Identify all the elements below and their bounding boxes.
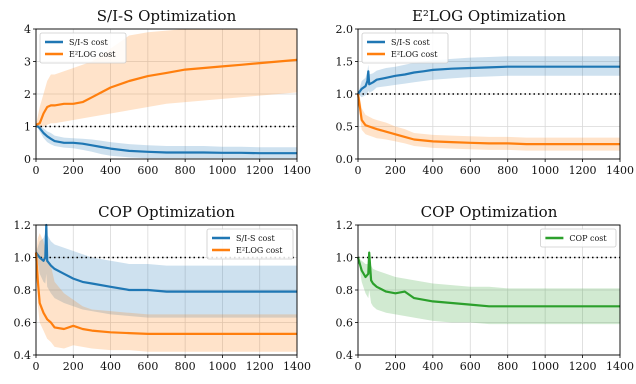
y-tick-label: 1.0 <box>14 252 32 265</box>
legend-label: E²LOG cost <box>391 50 438 59</box>
x-tick-label: 400 <box>100 164 121 177</box>
series-line-1 <box>357 65 620 95</box>
x-tick-label: 1200 <box>569 164 597 177</box>
chart-title: COP Optimization <box>421 203 558 221</box>
chart-panel-4: 0 200 400 600 800 1000 1200 1400 0.4 0.6 0.8 1.0 1.2… <box>336 203 635 373</box>
x-tick-label: 1400 <box>606 360 634 373</box>
y-tick-label: 0.6 <box>336 317 354 330</box>
y-tick-label: 0 <box>24 153 31 166</box>
chart-title: E²LOG Optimization <box>412 7 566 25</box>
legend: S/I-S cost E²LOG cost <box>361 32 449 64</box>
legend-box <box>361 32 449 64</box>
y-tick-label: 1.2 <box>336 219 354 232</box>
x-tick-label: 0 <box>33 164 40 177</box>
legend-label: COP cost <box>569 234 607 243</box>
y-tick-label: 0.8 <box>336 284 354 297</box>
x-tick-label: 1200 <box>246 360 274 373</box>
y-tick-label: 1.0 <box>336 252 354 265</box>
y-tick-label: 1.5 <box>336 56 354 69</box>
legend: COP cost <box>540 228 617 248</box>
x-tick-label: 1200 <box>569 360 597 373</box>
x-tick-label: 1000 <box>531 360 559 373</box>
x-tick-label: 0 <box>355 164 362 177</box>
x-tick-label: 200 <box>63 360 84 373</box>
legend: S/I-S cost E²LOG cost <box>39 32 127 64</box>
chart-title: S/I-S Optimization <box>97 7 237 25</box>
x-tick-label: 1000 <box>208 164 236 177</box>
legend-label: S/I-S cost <box>236 234 275 243</box>
y-tick-label: 3 <box>24 56 31 69</box>
series-band-1 <box>36 124 297 159</box>
x-tick-label: 1400 <box>606 164 634 177</box>
y-tick-label: 0.4 <box>336 349 354 362</box>
x-tick-label: 1000 <box>208 360 236 373</box>
x-tick-label: 800 <box>175 360 196 373</box>
x-tick-label: 600 <box>460 164 481 177</box>
y-tick-label: 0.6 <box>14 317 32 330</box>
x-tick-label: 1400 <box>283 360 311 373</box>
x-tick-label: 400 <box>422 360 443 373</box>
series-line-2 <box>34 252 297 335</box>
x-tick-label: 1000 <box>531 164 559 177</box>
y-tick-label: 2 <box>24 88 31 101</box>
series-line-1 <box>356 251 620 308</box>
legend-box <box>540 228 617 248</box>
y-tick-label: 2.0 <box>336 23 354 36</box>
series-line-2 <box>35 58 298 126</box>
series-band-2 <box>36 29 297 127</box>
y-tick-label: 0.0 <box>336 153 354 166</box>
series-line-1 <box>35 223 297 293</box>
y-tick-label: 0.8 <box>14 284 32 297</box>
series-band-1 <box>36 225 297 318</box>
x-tick-label: 800 <box>497 360 518 373</box>
legend-box <box>206 228 294 260</box>
x-tick-label: 200 <box>385 360 406 373</box>
series-line-2 <box>356 93 620 146</box>
legend-label: S/I-S cost <box>69 38 108 47</box>
chart-panel-3: 0 200 400 600 800 1000 1200 1400 0.4 0.6 0.8 1.0 1.2… <box>14 203 312 373</box>
legend-label: E²LOG cost <box>236 246 283 255</box>
x-tick-label: 600 <box>460 360 481 373</box>
series-band-2 <box>36 233 297 352</box>
y-tick-label: 1.2 <box>14 219 32 232</box>
x-tick-label: 1400 <box>283 164 311 177</box>
x-tick-label: 800 <box>175 164 196 177</box>
legend: S/I-S cost E²LOG cost <box>206 228 294 260</box>
legend-box <box>39 32 127 64</box>
chart-title: COP Optimization <box>98 203 235 221</box>
series-band-2 <box>358 94 620 151</box>
x-tick-label: 1200 <box>246 164 274 177</box>
series-line-1 <box>35 124 297 155</box>
series-band-1 <box>358 249 620 325</box>
x-tick-label: 200 <box>385 164 406 177</box>
x-tick-label: 0 <box>355 360 362 373</box>
y-tick-label: 1 <box>24 121 31 134</box>
x-tick-label: 200 <box>63 164 84 177</box>
x-tick-label: 800 <box>497 164 518 177</box>
y-tick-label: 0.5 <box>336 121 354 134</box>
x-tick-label: 400 <box>422 164 443 177</box>
y-tick-label: 0.4 <box>14 349 32 362</box>
chart-panel-2: 0 200 400 600 800 1000 1200 1400 0.0 0.5 1.0 1.5 2.0… <box>336 7 635 177</box>
y-tick-label: 4 <box>24 23 31 36</box>
chart-panel-1: 0 200 400 600 800 1000 1200 1400 0 1 2 3 4 S/I-S Opti… <box>24 7 311 177</box>
x-tick-label: 600 <box>137 164 158 177</box>
x-tick-label: 400 <box>100 360 121 373</box>
legend-label: S/I-S cost <box>391 38 430 47</box>
x-tick-label: 0 <box>33 360 40 373</box>
legend-label: E²LOG cost <box>69 50 116 59</box>
x-tick-label: 600 <box>137 360 158 373</box>
y-tick-label: 1.0 <box>336 88 354 101</box>
